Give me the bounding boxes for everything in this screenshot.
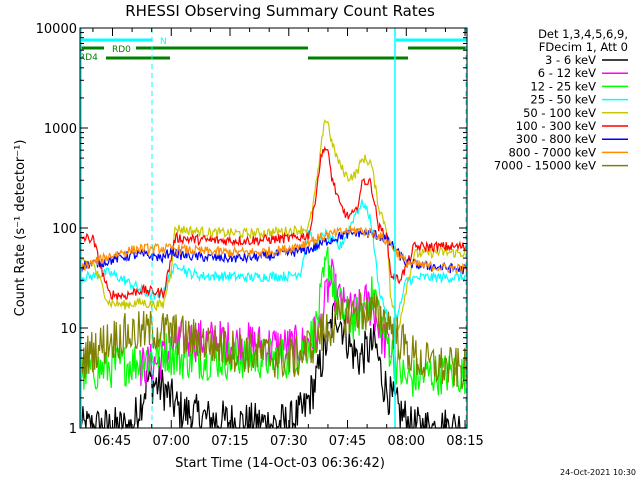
generation-timestamp: 24-Oct-2021 10:30 <box>560 468 636 477</box>
series-layer <box>79 118 468 430</box>
y-tick-label-4: 10000 <box>36 22 77 37</box>
flag-rd0-label: RD0 <box>112 45 131 55</box>
flag-rd4-label: RD4 <box>79 53 98 63</box>
series-line-1 <box>79 301 467 430</box>
chart-title: RHESSI Observing Summary Count Rates <box>125 2 435 20</box>
legend-label-6: 100 - 300 keV <box>516 119 596 133</box>
axes: 06:45 07:00 07:15 07:30 07:45 08:00 08:15 1 10 10… <box>36 22 484 449</box>
legend-label-7: 300 - 800 keV <box>516 132 596 146</box>
y-tick-label-2: 100 <box>52 222 77 237</box>
legend-label-9: 7000 - 15000 keV <box>494 159 596 173</box>
x-tick-label-2: 07:15 <box>211 434 248 449</box>
legend-label-2: 6 - 12 keV <box>538 66 596 80</box>
y-axis-label: Count Rate (s⁻¹ detector⁻¹) <box>13 140 28 317</box>
series-line-5 <box>79 118 468 332</box>
series-line-8 <box>79 225 468 275</box>
series-line-6 <box>79 145 468 301</box>
x-tick-label-0: 06:45 <box>94 434 131 449</box>
legend-header-line2: FDecim 1, Att 0 <box>539 40 628 54</box>
x-tick-label-3: 07:30 <box>270 434 307 449</box>
legend: Det 1,3,4,5,6,9, FDecim 1, Att 0 3 - 6 k… <box>494 27 628 173</box>
x-tick-label-1: 07:00 <box>153 434 190 449</box>
y-tick-label-1: 10 <box>60 322 77 337</box>
x-tick-label-6: 08:15 <box>446 434 483 449</box>
legend-label-1: 3 - 6 keV <box>545 53 596 67</box>
x-tick-label-4: 07:45 <box>329 434 366 449</box>
legend-label-5: 50 - 100 keV <box>523 106 596 120</box>
series-line-7 <box>79 228 468 275</box>
legend-label-3: 12 - 25 keV <box>530 79 596 93</box>
legend-label-8: 800 - 7000 keV <box>508 145 596 159</box>
flag-n-label: N <box>160 37 167 47</box>
x-tick-label-5: 08:00 <box>388 434 425 449</box>
series-line-9 <box>79 291 468 390</box>
y-tick-label-3: 1000 <box>44 122 77 137</box>
legend-header-line1: Det 1,3,4,5,6,9, <box>538 27 628 41</box>
y-tick-label-0: 1 <box>69 422 77 437</box>
x-axis-label: Start Time (14-Oct-03 06:36:42) <box>175 456 385 471</box>
legend-label-4: 25 - 50 keV <box>530 93 596 107</box>
